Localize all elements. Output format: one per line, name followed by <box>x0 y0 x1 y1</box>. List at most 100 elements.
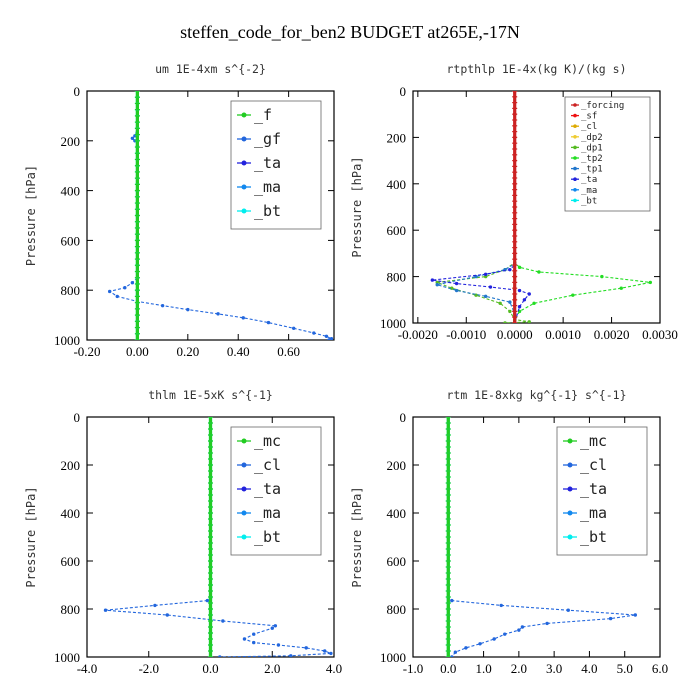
zero-line-marker <box>445 632 451 634</box>
zero-line-marker <box>512 316 518 318</box>
legend: _forcing_sf_cl_dp2_dp1_tp2_tp1_ta_ma_bt <box>564 96 651 212</box>
panel-4: rtm 1E-8xkg kg^{-1} s^{-1} Pressure [hPa]… <box>350 388 668 676</box>
legend-marker <box>241 208 247 214</box>
data-point <box>270 626 274 630</box>
zero-line-marker <box>512 258 518 260</box>
data-point <box>454 288 459 293</box>
zero-line-marker <box>134 302 140 304</box>
zero-line-marker <box>134 96 140 98</box>
panel-title: um 1E-4xm s^{-2} <box>155 62 266 76</box>
zero-line-marker <box>445 512 451 514</box>
data-point <box>266 320 271 325</box>
data-point <box>430 278 435 282</box>
y-tick-label: 600 <box>387 223 407 238</box>
zero-line-marker <box>445 626 451 628</box>
chart-panels: um 1E-4xm s^{-2} Pressure [hPa] 0 200 400 600… <box>24 62 678 676</box>
legend-marker <box>573 166 577 171</box>
zero-line-marker <box>512 310 518 312</box>
data-point <box>115 294 119 299</box>
legend-label: _cl <box>254 456 281 474</box>
data-point <box>527 292 531 296</box>
zero-line-marker <box>512 305 518 307</box>
data-point <box>522 298 527 302</box>
legend-marker <box>573 188 577 192</box>
zero-line-marker <box>208 524 213 526</box>
legend-marker <box>241 510 247 516</box>
data-point <box>107 289 112 294</box>
zero-line-marker <box>134 339 140 340</box>
zero-line-marker <box>134 196 140 198</box>
zero-line-marker <box>445 560 451 562</box>
zero-line-marker <box>512 322 518 323</box>
legend-box <box>230 100 322 230</box>
zero-line-marker <box>208 422 213 424</box>
data-point <box>508 267 512 272</box>
zero-line-marker <box>208 530 213 532</box>
legend-marker <box>573 103 577 107</box>
zero-line-marker <box>134 133 140 136</box>
y-tick-label: 200 <box>61 458 81 473</box>
zero-line-marker <box>134 190 140 192</box>
zero-line-marker <box>445 488 451 490</box>
data-point <box>323 649 327 653</box>
zero-line-marker <box>445 566 451 568</box>
zero-line-marker <box>445 470 451 472</box>
y-tick-label: 600 <box>387 554 407 569</box>
data-point <box>508 300 512 304</box>
legend: _mc _cl _ta _ma _bt <box>556 426 648 556</box>
zero-line-marker <box>208 470 213 472</box>
legend-label: _tp1 <box>581 165 603 175</box>
zero-line-marker <box>134 252 140 254</box>
legend-label: _ma <box>254 178 281 196</box>
zero-line-marker <box>208 566 213 568</box>
legend-marker <box>573 145 577 150</box>
zero-line-marker <box>445 422 451 424</box>
zero-line-marker <box>208 632 213 634</box>
zero-line-marker <box>445 500 451 502</box>
legend-label: _ta <box>581 175 597 185</box>
zero-line-marker <box>512 218 518 220</box>
legend-label: _f <box>254 106 272 124</box>
legend-marker <box>573 135 577 139</box>
zero-line-marker <box>208 650 213 652</box>
y-tick-label: 800 <box>387 602 407 617</box>
zero-line-marker <box>134 158 140 161</box>
zero-line-marker <box>512 160 518 162</box>
zero-line-marker <box>208 482 213 484</box>
data-point <box>517 305 522 309</box>
zero-line-marker <box>512 113 518 115</box>
data-point <box>517 628 521 632</box>
zero-line-marker <box>208 614 213 616</box>
zero-line-marker <box>512 206 518 208</box>
data-point <box>186 307 190 312</box>
data-point <box>123 286 127 290</box>
zero-line-marker <box>512 287 518 289</box>
data-point <box>221 619 225 623</box>
legend-label: _ma <box>581 186 597 196</box>
zero-line-marker <box>134 227 140 229</box>
data-point <box>608 616 613 621</box>
zero-line-marker <box>208 488 213 490</box>
zero-line-marker <box>208 626 213 628</box>
y-tick-label: 1000 <box>54 333 80 348</box>
legend: _mc _cl _ta _ma _bt <box>230 426 322 556</box>
panel-title: rtpthlp 1E-4x(kg K)/(kg s) <box>446 62 626 76</box>
x-tick-label: 0.60 <box>277 344 300 359</box>
legend-marker <box>567 462 573 468</box>
data-point <box>517 288 522 293</box>
zero-line-marker <box>445 596 451 598</box>
x-tick-label: 4.0 <box>326 661 342 676</box>
zero-line-marker <box>445 614 451 616</box>
zero-line-marker <box>512 177 518 179</box>
legend-marker <box>567 486 573 492</box>
data-point <box>242 637 247 641</box>
zero-line-marker <box>208 536 213 538</box>
legend-marker <box>573 177 577 181</box>
zero-line-marker <box>512 293 518 295</box>
zero-line-marker <box>208 602 213 604</box>
zero-line-marker <box>512 247 518 249</box>
zero-line-marker <box>512 252 518 254</box>
data-point <box>498 301 502 305</box>
zero-line-marker <box>208 494 213 496</box>
